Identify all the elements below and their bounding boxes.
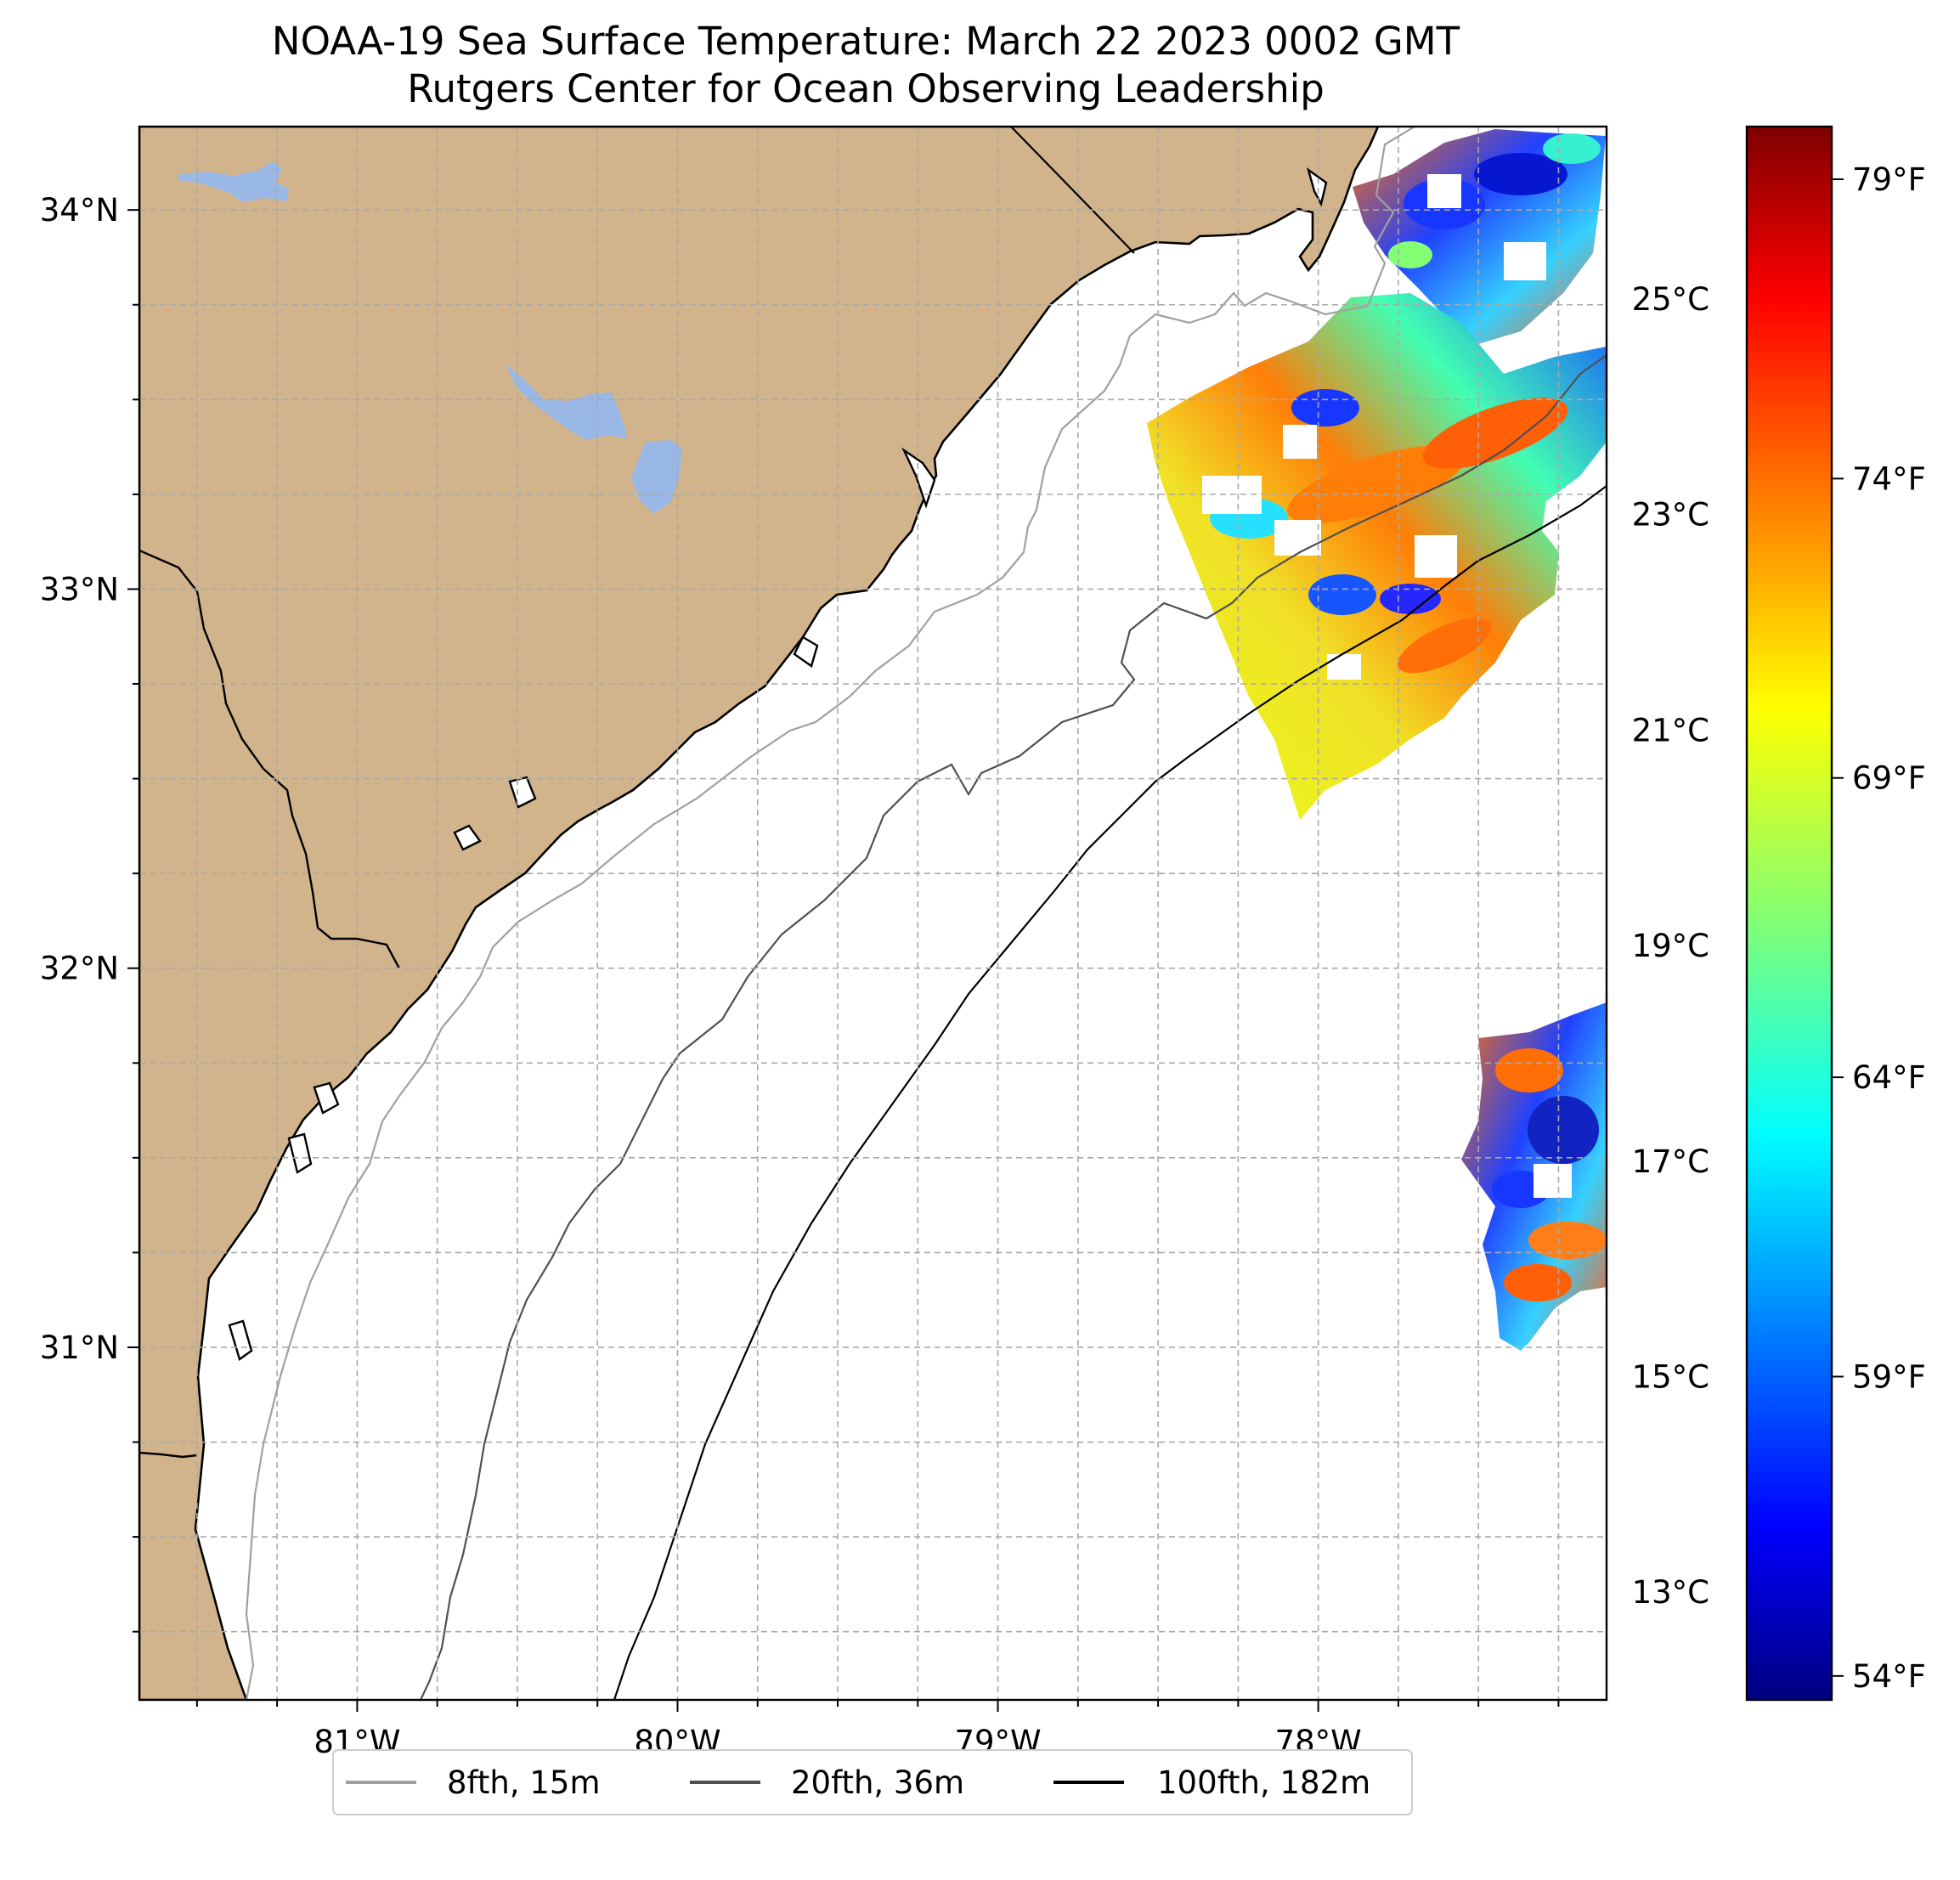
lake-marion: [178, 161, 289, 202]
lake-moultrie-north: [506, 364, 627, 440]
legend-label-36m: 20fth, 36m: [791, 1764, 964, 1801]
isobath-15m: [245, 127, 1415, 1700]
fahrenheit-tick-label: 64°F: [1852, 1059, 1926, 1096]
state-boundary-fl: [139, 1451, 198, 1459]
map-subtitle: Rutgers Center for Ocean Observing Leade…: [407, 66, 1325, 111]
map-title: NOAA-19 Sea Surface Temperature: March 2…: [272, 19, 1460, 64]
isobath-36m: [420, 354, 1607, 1700]
celsius-tick-label: 19°C: [1632, 928, 1709, 964]
celsius-tick-label: 17°C: [1632, 1143, 1709, 1180]
celsius-tick-label: 25°C: [1632, 281, 1709, 318]
lake-moultrie-south: [631, 440, 682, 514]
isobath-182m: [613, 485, 1607, 1700]
state-boundary-ga: [139, 549, 401, 969]
coast-inlets: [228, 167, 1328, 1361]
colorbar-fahrenheit-ticks: 54°F 59°F 64°F 69°F 74°F 79°F: [1832, 161, 1926, 1695]
legend-label-182m: 100fth, 182m: [1157, 1764, 1370, 1801]
lat-tick-label: 31°N: [40, 1330, 119, 1366]
lat-tick-label: 32°N: [40, 951, 119, 987]
fahrenheit-tick-label: 79°F: [1852, 161, 1926, 198]
lat-tick-label: 34°N: [40, 192, 119, 229]
celsius-tick-label: 15°C: [1632, 1358, 1709, 1395]
fahrenheit-tick-label: 74°F: [1852, 460, 1926, 497]
fahrenheit-tick-label: 54°F: [1852, 1658, 1926, 1695]
sst-swath-south: [1461, 1002, 1607, 1351]
celsius-tick-label: 21°C: [1632, 712, 1709, 748]
colorbar-celsius-ticks: 13°C 15°C 17°C 19°C 21°C 23°C 25°C: [1632, 281, 1709, 1611]
fahrenheit-tick-label: 69°F: [1852, 760, 1926, 797]
land-area: [139, 127, 1380, 1700]
map-gridlines: [139, 127, 1607, 1700]
legend-label-15m: 8fth, 15m: [447, 1764, 601, 1801]
celsius-tick-label: 23°C: [1632, 497, 1709, 534]
map-frame: [138, 125, 1608, 1702]
colorbar: 13°C 15°C 17°C 19°C 21°C 23°C 25°C 54°F 59°F 64°…: [1632, 125, 1926, 1702]
isobath-legend: 8fth, 15m 20fth, 36m 100fth, 182m: [332, 1749, 1413, 1815]
sst-swath-north: [1353, 129, 1606, 344]
state-boundary: [1010, 127, 1135, 254]
lat-tick-label: 33°N: [40, 571, 119, 607]
legend-box: [332, 1749, 1413, 1815]
map-panel[interactable]: 81°W 80°W 79°W 78°W34°N33°N32°N31°N: [40, 125, 1608, 1760]
celsius-tick-label: 13°C: [1632, 1574, 1709, 1611]
colorbar-gradient: [1745, 125, 1833, 1702]
fahrenheit-tick-label: 59°F: [1852, 1358, 1926, 1395]
